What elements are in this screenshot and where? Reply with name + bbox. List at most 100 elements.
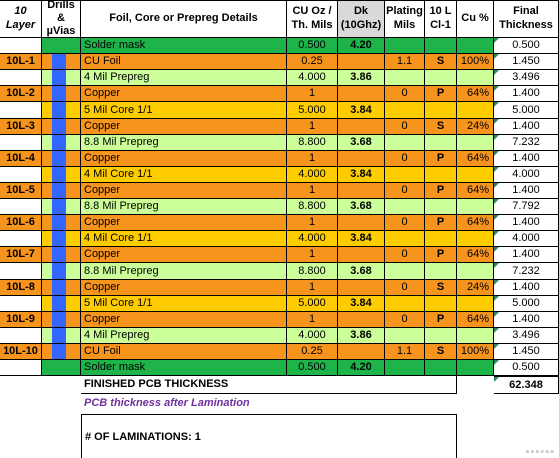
sheet-top-border (0, 0, 559, 1)
final-thickness: 3.496 (494, 328, 559, 344)
after-lamination-note: PCB thickness after Lamination (84, 397, 250, 409)
plating-value (385, 135, 425, 151)
cu-value: 4.000 (287, 70, 338, 86)
dk-value: 4.20 (338, 360, 385, 376)
cu-pct-value: 100% (457, 344, 494, 360)
cl-value (425, 328, 457, 344)
layer-detail: Copper (81, 312, 287, 328)
dk-value (338, 280, 385, 296)
layer-label (0, 360, 42, 376)
plating-value (385, 296, 425, 312)
cl-value: S (425, 280, 457, 296)
cl-value: S (425, 344, 457, 360)
cu-value: 1 (287, 215, 338, 231)
layer-label: 10L-7 (0, 247, 42, 263)
final-thickness: 7.232 (494, 135, 559, 151)
microvia-bar (52, 135, 66, 150)
cu-pct-value (457, 231, 494, 247)
layer-detail: Copper (81, 247, 287, 263)
layer-label (0, 263, 42, 280)
cu-value: 0.25 (287, 344, 338, 360)
cu-value: 1 (287, 247, 338, 263)
dk-value: 3.84 (338, 231, 385, 247)
cl-value (425, 263, 457, 280)
via-column (42, 344, 81, 360)
microvia-bar (52, 263, 66, 279)
layer-detail: Copper (81, 183, 287, 199)
microvia-bar (52, 86, 66, 101)
cu-value: 4.000 (287, 231, 338, 247)
final-thickness: 1.400 (494, 312, 559, 328)
cu-value: 8.800 (287, 135, 338, 151)
header-plating: Plating Mils (385, 0, 425, 38)
dk-value (338, 183, 385, 199)
cu-pct-value: 64% (457, 86, 494, 102)
cu-pct-value (457, 328, 494, 344)
final-thickness: 1.400 (494, 247, 559, 263)
layer-label (0, 328, 42, 344)
layer-label (0, 199, 42, 215)
cl-value (425, 135, 457, 151)
microvia-bar (52, 247, 66, 262)
cu-value: 5.000 (287, 102, 338, 119)
cl-value: P (425, 215, 457, 231)
header-dk-unit: (10Ghz) (340, 18, 382, 31)
plating-value (385, 199, 425, 215)
final-thickness: 5.000 (494, 296, 559, 312)
via-column (42, 360, 81, 376)
final-thickness: 0.500 (494, 38, 559, 54)
cu-pct-value: 24% (457, 280, 494, 296)
layer-label: 10L-3 (0, 119, 42, 135)
final-thickness: 7.232 (494, 263, 559, 280)
cu-value: 8.800 (287, 263, 338, 280)
final-thickness: 7.792 (494, 199, 559, 215)
cu-pct-value (457, 296, 494, 312)
layer-detail: 8.8 Mil Prepreg (81, 263, 287, 280)
microvia-bar (52, 119, 66, 134)
layer-detail: Copper (81, 215, 287, 231)
layer-detail: CU Foil (81, 54, 287, 70)
microvia-bar (52, 215, 66, 230)
microvia-bar (52, 312, 66, 327)
cu-value: 4.000 (287, 328, 338, 344)
layer-detail: Copper (81, 119, 287, 135)
cu-pct-value: 64% (457, 247, 494, 263)
cl-value: S (425, 54, 457, 70)
layer-detail: Solder mask (81, 38, 287, 54)
layer-label: 10L-6 (0, 215, 42, 231)
via-column (42, 102, 81, 119)
dk-value (338, 54, 385, 70)
layer-label (0, 38, 42, 54)
layer-label: 10L-5 (0, 183, 42, 199)
cu-pct-value (457, 263, 494, 280)
cu-value: 5.000 (287, 296, 338, 312)
via-column (42, 280, 81, 296)
plating-value: 0 (385, 119, 425, 135)
via-column (42, 38, 81, 54)
cu-pct-value: 64% (457, 151, 494, 167)
cu-pct-value (457, 102, 494, 119)
cu-pct-value (457, 38, 494, 54)
header-dk-label: Dk (353, 5, 369, 18)
dk-value: 3.84 (338, 296, 385, 312)
layer-detail: 4 Mil Core 1/1 (81, 167, 287, 183)
layer-label (0, 102, 42, 119)
cl-value: P (425, 312, 457, 328)
layer-detail: 4 Mil Prepreg (81, 328, 287, 344)
layer-detail: Copper (81, 280, 287, 296)
cu-value: 0.500 (287, 38, 338, 54)
cu-pct-value (457, 199, 494, 215)
via-column (42, 296, 81, 312)
final-thickness: 1.400 (494, 86, 559, 102)
cu-pct-value: 100% (457, 54, 494, 70)
via-column (42, 312, 81, 328)
via-column (42, 135, 81, 151)
final-thickness: 1.450 (494, 54, 559, 70)
header-cu-pct: Cu % (457, 0, 494, 38)
layer-detail: 5 Mil Core 1/1 (81, 296, 287, 312)
layer-label (0, 167, 42, 183)
via-column (42, 263, 81, 280)
cu-value: 1 (287, 183, 338, 199)
plating-value (385, 70, 425, 86)
